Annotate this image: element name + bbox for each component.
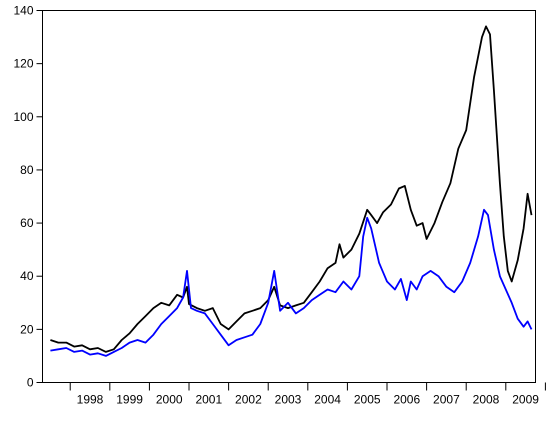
series-layer bbox=[50, 25, 533, 357]
x-tick-label: 2001 bbox=[195, 393, 222, 407]
x-tick-label: 2008 bbox=[473, 393, 500, 407]
x-tick-label: 2004 bbox=[314, 393, 341, 407]
y-tick-label: 120 bbox=[13, 57, 33, 71]
x-tick-label: 2007 bbox=[433, 393, 460, 407]
x-tick-label: 2009 bbox=[512, 393, 539, 407]
y-tick-label: 100 bbox=[13, 110, 33, 124]
y-tick-label: 40 bbox=[20, 269, 34, 283]
y-tick-label: 60 bbox=[20, 216, 34, 230]
x-tick-label: 2003 bbox=[275, 393, 302, 407]
y-tick-label: 80 bbox=[20, 163, 34, 177]
x-tick-label: 2006 bbox=[393, 393, 420, 407]
x-tick-label: 2000 bbox=[156, 393, 183, 407]
y-tick-label: 20 bbox=[20, 322, 34, 336]
x-tick-label: 1999 bbox=[116, 393, 143, 407]
y-axis: 0 20 40 60 80 100 120 140 bbox=[13, 4, 43, 390]
y-tick-label: 0 bbox=[27, 376, 34, 390]
series-line-1 bbox=[50, 25, 533, 353]
series-line-2 bbox=[50, 208, 533, 357]
x-axis: 1998 1999 2000 2001 2002 2003 2004 2005 2006 2007… bbox=[69, 382, 546, 407]
plot-frame bbox=[42, 10, 536, 383]
y-tick-label: 140 bbox=[13, 4, 33, 18]
x-tick-label: 1998 bbox=[77, 393, 104, 407]
x-tick-label: 2002 bbox=[235, 393, 262, 407]
x-tick-label: 2005 bbox=[354, 393, 381, 407]
